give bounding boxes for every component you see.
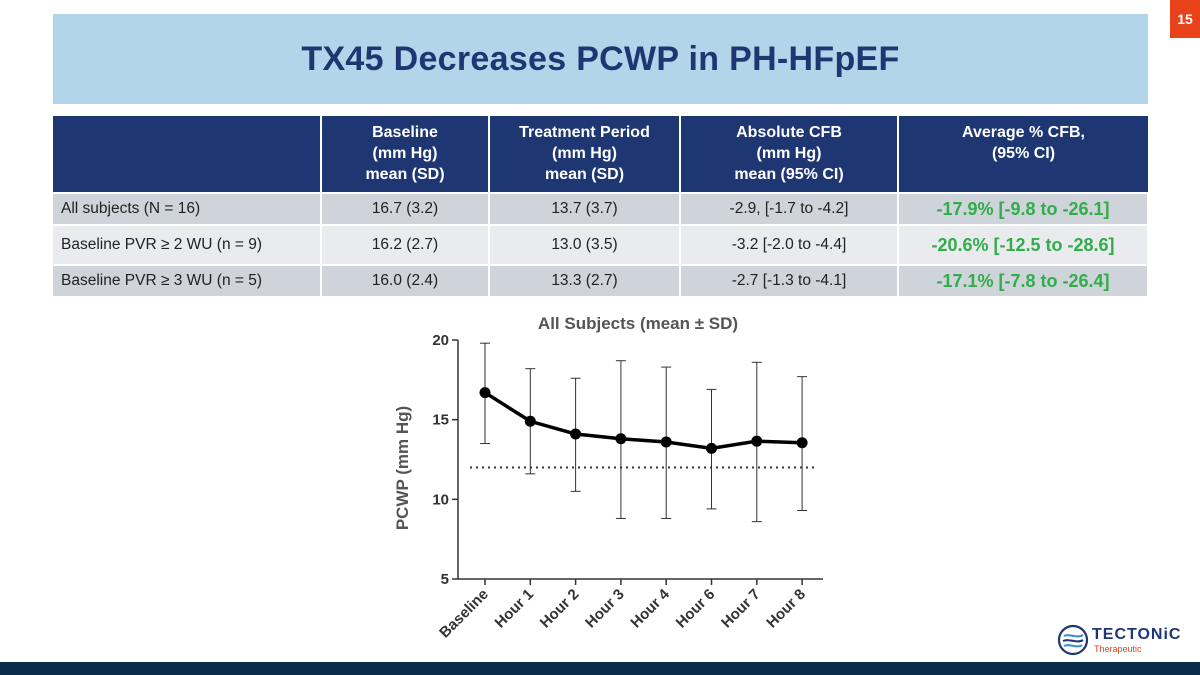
x-tick-label: Hour 4 <box>627 585 673 631</box>
row-label: Baseline PVR ≥ 2 WU (n = 9) <box>53 224 322 265</box>
y-tick-label: 5 <box>441 571 449 588</box>
table-row: Baseline PVR ≥ 3 WU (n = 5) 16.0 (2.4) 1… <box>53 264 1149 296</box>
pct-cfb-cell: -20.6% [-12.5 to -28.6] <box>898 224 1149 265</box>
treatment-cell: 13.0 (3.5) <box>489 224 681 265</box>
x-tick-label: Hour 2 <box>537 586 583 632</box>
data-point <box>479 387 491 399</box>
treatment-cell: 13.7 (3.7) <box>489 192 681 225</box>
chart-title: All Subjects (mean ± SD) <box>538 314 738 333</box>
title-band: TX45 Decreases PCWP in PH-HFpEF <box>53 14 1148 104</box>
data-point <box>751 435 763 447</box>
table-row: All subjects (N = 16) 16.7 (3.2) 13.7 (3… <box>53 192 1149 225</box>
x-tick-label: Hour 3 <box>582 586 628 632</box>
baseline-cell: 16.2 (2.7) <box>321 224 490 265</box>
tectonic-logo-icon <box>1057 624 1089 656</box>
y-tick-label: 15 <box>432 412 449 429</box>
page-number: 15 <box>1170 0 1200 38</box>
abs-cfb-cell: -2.7 [-1.3 to -4.1] <box>680 264 899 296</box>
data-point <box>706 442 717 454</box>
page-title: TX45 Decreases PCWP in PH-HFpEF <box>301 39 900 78</box>
baseline-cell: 16.0 (2.4) <box>321 264 490 296</box>
x-tick-label: Hour 8 <box>763 586 809 632</box>
header-cell-abs-cfb: Absolute CFB (mm Hg) mean (95% CI) <box>680 116 899 193</box>
logo-subtitle: Therapeutic <box>1094 644 1142 654</box>
x-tick-label: Baseline <box>436 586 492 642</box>
data-point <box>796 437 808 449</box>
data-point <box>615 433 627 445</box>
logo-name: TECTONiC <box>1092 626 1182 643</box>
header-cell-pct-cfb: Average % CFB, (95% CI) <box>898 116 1148 193</box>
pcwp-line-chart: All Subjects (mean ± SD) PCWP (mm Hg) 5 1… <box>393 314 823 642</box>
abs-cfb-cell: -3.2 [-2.0 to -4.4] <box>680 224 899 265</box>
pct-cfb-cell: -17.9% [-9.8 to -26.1] <box>898 192 1149 225</box>
y-tick-label: 10 <box>432 491 449 508</box>
series-line <box>484 391 803 451</box>
data-point <box>524 415 536 427</box>
baseline-cell: 16.7 (3.2) <box>321 192 490 225</box>
pct-cfb-cell: -17.1% [-7.8 to -26.4] <box>898 264 1149 296</box>
header-cell-baseline: Baseline (mm Hg) mean (SD) <box>321 116 490 193</box>
table-row: Baseline PVR ≥ 2 WU (n = 9) 16.2 (2.7) 1… <box>53 224 1149 265</box>
table-header-row: Baseline (mm Hg) mean (SD) Treatment Perio… <box>53 116 1148 193</box>
results-table: Baseline (mm Hg) mean (SD) Treatment Perio… <box>53 116 1149 296</box>
x-tick-label: Hour 7 <box>718 586 764 632</box>
treatment-cell: 13.3 (2.7) <box>489 264 681 296</box>
y-tick-label: 20 <box>432 332 449 349</box>
x-tick-label: Hour 6 <box>673 586 719 632</box>
company-logo: TECTONiC Therapeutic <box>1057 624 1187 658</box>
data-point <box>660 436 672 448</box>
y-axis-label: PCWP (mm Hg) <box>393 406 412 530</box>
header-cell-empty <box>53 116 322 193</box>
x-tick-label: Hour 1 <box>492 586 538 632</box>
row-label: Baseline PVR ≥ 3 WU (n = 5) <box>53 264 322 296</box>
data-point <box>570 428 582 440</box>
footer-bar <box>0 662 1200 675</box>
abs-cfb-cell: -2.9, [-1.7 to -4.2] <box>680 192 899 225</box>
header-cell-treatment: Treatment Period (mm Hg) mean (SD) <box>489 116 681 193</box>
row-label: All subjects (N = 16) <box>53 192 322 225</box>
